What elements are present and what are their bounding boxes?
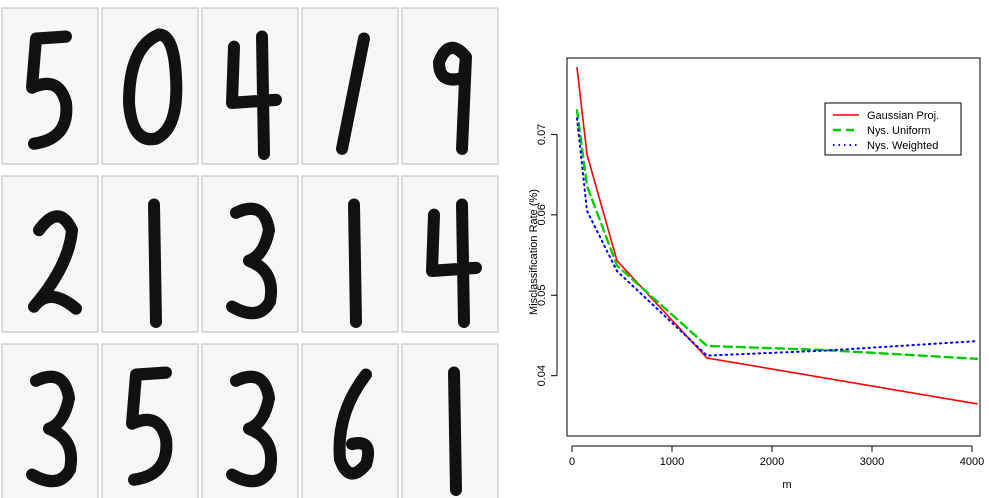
digit-glyph-1: [148, 198, 162, 329]
digit-cell: [1, 175, 99, 333]
digit-cell: [101, 175, 199, 333]
y-tick-label: 0.05: [536, 285, 548, 306]
digit-cell-frame: [1, 343, 99, 498]
x-tick-label: 0: [569, 456, 575, 468]
digit-cell-frame: [1, 175, 99, 333]
digit-cell: [301, 343, 399, 498]
digit-cell: [201, 7, 299, 165]
digit-glyph-9: [433, 41, 472, 155]
digit-cell: [401, 7, 499, 165]
digit-glyph-0: [123, 28, 183, 146]
misclassification-chart: 0 1000 2000 3000 4000 0.04 0.05 0.06 0.07 Gaussia…: [528, 57, 984, 491]
digit-glyph-1: [348, 198, 362, 329]
series-line-nys-weighted: [576, 117, 978, 357]
digit-cell-frame: [201, 7, 299, 165]
legend-label: Nys. Uniform: [867, 125, 931, 137]
digit-cell: [101, 343, 199, 498]
digit-glyph-4: [226, 30, 282, 161]
digit-glyph-4: [426, 198, 482, 329]
digit-glyph-5: [126, 366, 173, 486]
digit-cell: [201, 175, 299, 333]
digit-glyph-1: [336, 32, 370, 155]
digit-cell-frame: [201, 343, 299, 498]
digit-cell: [401, 343, 499, 498]
digit-glyph-3: [226, 370, 277, 488]
x-tick-label: 2000: [760, 456, 784, 468]
legend-label: Gaussian Proj.: [867, 110, 939, 122]
series-line-gaussian-proj: [576, 66, 978, 405]
digit-cell: [101, 7, 199, 165]
digit-samples-grid: [1, 7, 499, 498]
x-axis-label: m: [782, 479, 791, 491]
digit-glyph-1: [448, 366, 462, 497]
y-axis-label: Misclassification Rate (%): [528, 189, 540, 315]
digit-cell: [301, 7, 399, 165]
x-tick-label: 3000: [860, 456, 884, 468]
digit-cell: [401, 175, 499, 333]
series-line-nys-uniform: [575, 109, 979, 360]
y-tick-label: 0.07: [536, 124, 548, 145]
digit-glyph-5: [26, 30, 73, 150]
legend: Gaussian Proj. Nys. Uniform Nys. Weighted: [824, 102, 962, 156]
y-tick-label: 0.04: [536, 365, 548, 386]
x-tick-label: 1000: [660, 456, 684, 468]
digit-cell-frame: [401, 7, 499, 165]
x-tick-label: 4000: [960, 456, 984, 468]
y-tick-label: 0.06: [536, 204, 548, 225]
legend-label: Nys. Weighted: [867, 140, 938, 152]
digit-glyph-3: [226, 202, 277, 320]
digit-glyph-3: [26, 370, 77, 488]
plot-frame: [566, 57, 981, 437]
digit-glyph-6: [333, 368, 375, 480]
digit-cell: [301, 175, 399, 333]
digit-cell-frame: [401, 175, 499, 333]
digit-glyph-2: [28, 210, 82, 315]
digit-cell: [1, 7, 99, 165]
digit-cell: [1, 343, 99, 498]
digit-cell: [201, 343, 299, 498]
plot-layer: 0 1000 2000 3000 4000 0.04 0.05 0.06 0.07 Gaussia…: [536, 57, 984, 468]
